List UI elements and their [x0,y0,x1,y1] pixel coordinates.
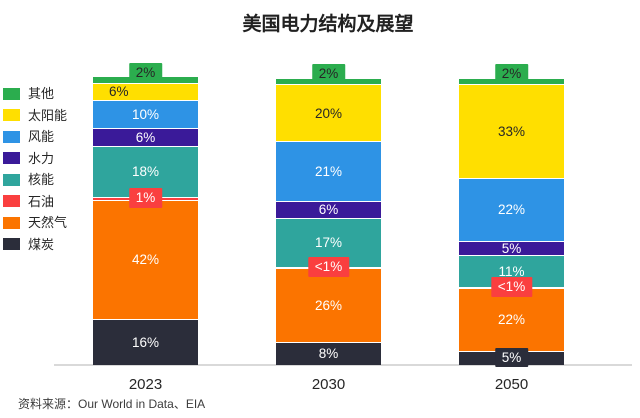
segment-label-box: 2% [494,64,529,84]
legend-swatch-nuclear-icon [3,173,20,186]
bar-segment-2030-coal: 8% [276,342,381,365]
segment-label: 6% [109,84,129,100]
bar-segment-2023-hydro: 6% [93,128,198,146]
segment-label: 33% [497,124,526,140]
bar-segment-2023-coal: 16% [93,319,198,365]
segment-label-box: 5% [494,347,529,368]
segment-label: 26% [314,297,343,313]
legend-swatch-oil-icon [3,195,20,208]
legend-item-nuclear: 核能 [3,169,67,191]
segment-label: 18% [131,163,160,179]
legend-item-label: 核能 [28,172,55,188]
bar-segment-2030-solar: 20% [276,84,381,142]
bar-segment-2030-gas: 26% [276,268,381,343]
bar-2050: 2% 33% 22% 5% 11% <1% 22% 5% [459,64,564,368]
bar-segment-2050-solar: 33% [459,84,564,179]
segment-label: 20% [314,105,343,121]
bar-segment-2050-wind: 22% [459,178,564,241]
segment-label: 17% [314,235,343,251]
legend-item-other: 其他 [3,83,67,105]
segment-label: 42% [131,252,160,268]
chart-title: 美国电力结构及展望 [242,14,414,35]
legend-item-gas: 天然气 [3,212,67,234]
segment-label: 22% [497,312,526,328]
legend-item-label: 石油 [28,193,55,209]
segment-label: 6% [135,129,156,145]
legend-item-wind: 风能 [3,126,67,148]
segment-label-box: <1% [490,277,533,297]
legend-swatch-hydro-icon [3,152,20,165]
legend-item-oil: 石油 [3,191,67,213]
bar-2023: 2% 6% 10% 6% 18% 1% 42% 16% [93,63,198,365]
legend: 其他太阳能风能水力核能石油天然气煤炭 [3,83,67,255]
bar-segment-2050-gas: 22% [459,288,564,351]
legend-item-label: 太阳能 [28,107,68,123]
segment-label-box: <1% [307,257,350,277]
legend-item-hydro: 水力 [3,148,67,170]
legend-item-label: 其他 [28,86,55,102]
x-axis-label-2023: 2023 [128,376,163,393]
segment-label: 21% [314,163,343,179]
x-axis-label-2030: 2030 [311,376,346,393]
legend-item-coal: 煤炭 [3,234,67,256]
legend-item-solar: 太阳能 [3,105,67,127]
legend-swatch-wind-icon [3,130,20,143]
legend-item-label: 风能 [28,129,55,145]
segment-label: 22% [497,202,526,218]
segment-label: 5% [501,240,522,256]
bar-segment-2050-hydro: 5% [459,240,564,256]
source-note: 资料来源：Our World in Data、EIA [18,397,206,411]
segment-label-box: 1% [128,188,163,208]
x-axis-line [54,364,632,366]
segment-label: 8% [318,346,339,362]
bar-segment-2023-wind: 10% [93,99,198,129]
segment-label: 6% [318,202,339,218]
bar-segment-2023-gas: 42% [93,199,198,320]
legend-swatch-solar-icon [3,109,20,122]
legend-swatch-coal-icon [3,238,20,251]
bar-segment-2030-hydro: 6% [276,201,381,219]
segment-label: 11% [498,263,525,279]
bar-segment-2023-nuclear: 18% [93,145,198,197]
bar-segment-2023-solar: 6% [93,82,198,100]
legend-item-label: 煤炭 [28,236,55,252]
segment-label: 16% [131,334,160,350]
segment-label-box: 2% [311,64,346,84]
segment-label: 10% [131,106,160,122]
segment-label-box: 2% [128,63,163,83]
legend-swatch-gas-icon [3,216,20,229]
x-axis-label-2050: 2050 [494,376,529,393]
legend-item-label: 水力 [28,150,55,166]
bar-segment-2030-wind: 21% [276,141,381,202]
legend-swatch-other-icon [3,87,20,100]
legend-item-label: 天然气 [28,215,68,231]
bar-2030: 2% 20% 21% 6% 17% <1% 26% 8% [276,64,381,365]
